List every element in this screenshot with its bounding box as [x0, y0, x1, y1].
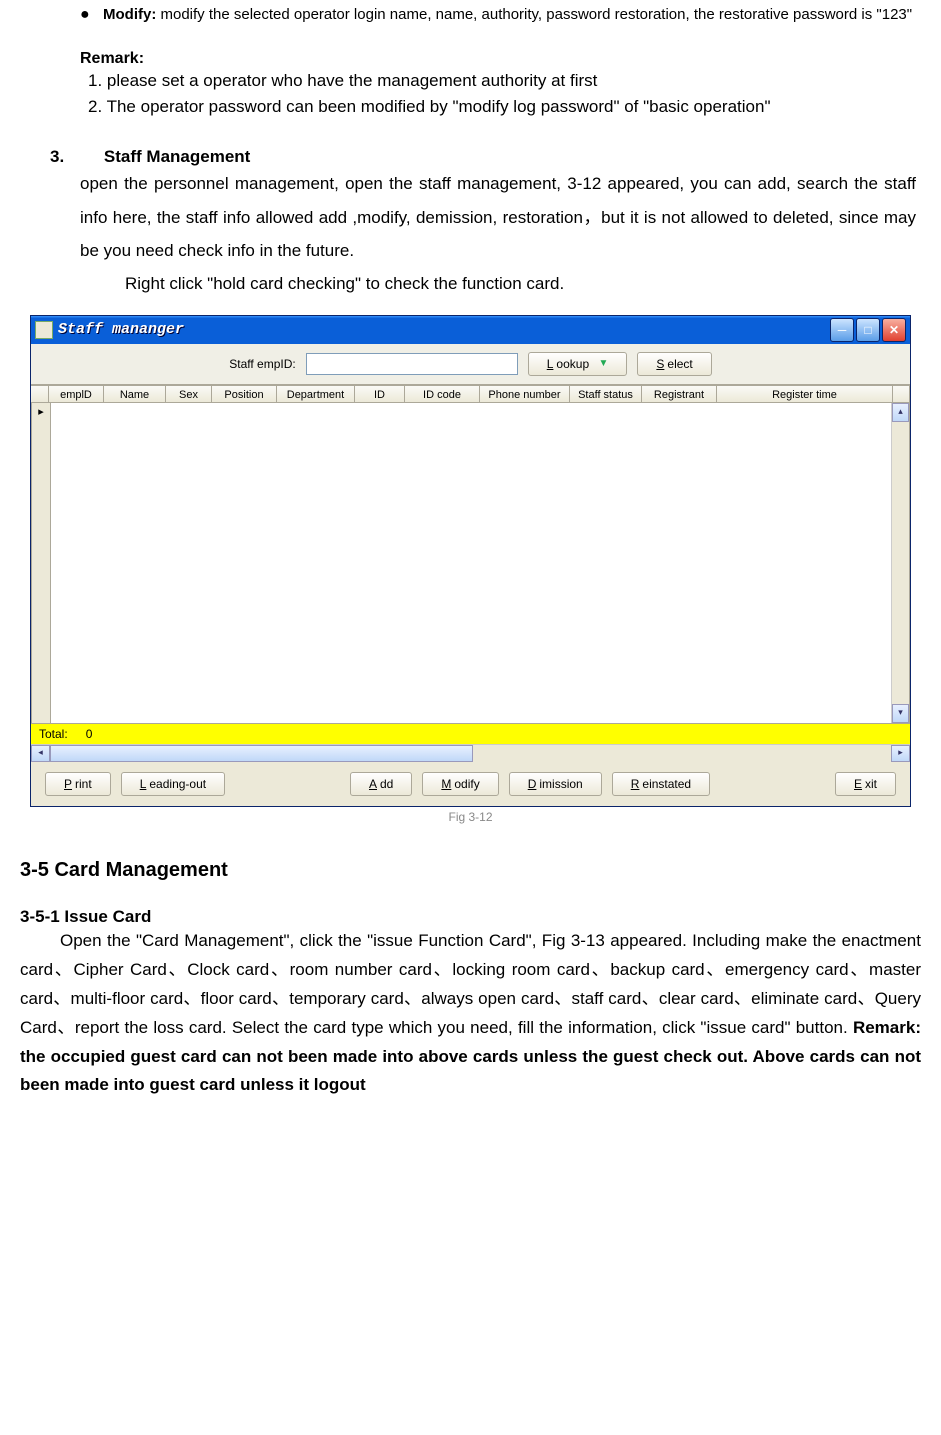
modify-line: ● Modify: modify the selected operator l… — [80, 0, 916, 30]
titlebar[interactable]: Staff mananger ─ □ ✕ — [31, 316, 910, 344]
print-button[interactable]: Print — [45, 772, 111, 796]
col-phone[interactable]: Phone number — [480, 386, 570, 402]
reinstated-button[interactable]: Reinstated — [612, 772, 710, 796]
col-position[interactable]: Position — [212, 386, 277, 402]
chevron-down-icon: ▼ — [598, 358, 608, 369]
grid-body[interactable]: ▸ ▴ ▾ — [31, 403, 910, 723]
col-idcode[interactable]: ID code — [405, 386, 480, 402]
section-3-para: open the personnel management, open the … — [80, 167, 916, 266]
close-button[interactable]: ✕ — [882, 318, 906, 342]
col-name[interactable]: Name — [104, 386, 166, 402]
modify-button[interactable]: Modify — [422, 772, 498, 796]
remark-1: 1. please set a operator who have the ma… — [88, 68, 916, 94]
section-number: 3. — [50, 147, 64, 166]
remark-heading: Remark: — [80, 50, 916, 68]
empid-input[interactable] — [306, 353, 518, 375]
col-sex[interactable]: Sex — [166, 386, 212, 402]
row-marker: ▸ — [32, 403, 51, 723]
remark-2: 2. The operator password can been modifi… — [88, 94, 916, 120]
totals-row: Total: 0 — [31, 723, 910, 744]
col-department[interactable]: Department — [277, 386, 355, 402]
window-title: Staff mananger — [58, 321, 830, 338]
bullet-icon: ● — [80, 6, 103, 23]
section-3-rightclick: Right click "hold card checking" to chec… — [80, 267, 916, 300]
scroll-thumb[interactable] — [50, 745, 473, 762]
scroll-up-icon[interactable]: ▴ — [892, 403, 909, 422]
heading-3-5: 3-5 Card Management — [20, 859, 926, 882]
search-toolbar: Staff empID: Lookup ▼ Select — [31, 344, 910, 385]
empid-label: Staff empID: — [229, 357, 295, 371]
issue-card-para: Open the "Card Management", click the "i… — [20, 927, 921, 1100]
section-3-heading: 3. Staff Management — [50, 147, 916, 167]
lookup-button[interactable]: Lookup ▼ — [528, 352, 628, 376]
total-count: 0 — [76, 727, 103, 741]
add-button[interactable]: Add — [350, 772, 412, 796]
issue-card-text: Open the "Card Management", click the "i… — [20, 931, 921, 1037]
col-regtime[interactable]: Register time — [717, 386, 893, 402]
leading-out-button[interactable]: Leading-out — [121, 772, 225, 796]
row-selector-header — [31, 386, 49, 402]
minimize-button[interactable]: ─ — [830, 318, 854, 342]
vertical-scrollbar[interactable]: ▴ ▾ — [891, 403, 909, 723]
horizontal-scrollbar[interactable]: ◂ ▸ — [31, 744, 910, 762]
col-registrant[interactable]: Registrant — [642, 386, 717, 402]
window-icon — [35, 321, 53, 339]
exit-button[interactable]: Exit — [835, 772, 896, 796]
col-status[interactable]: Staff status — [570, 386, 642, 402]
bottom-button-bar: Print Leading-out Add Modify Dimission R… — [31, 762, 910, 806]
total-label: Total: — [31, 727, 76, 741]
scroll-down-icon[interactable]: ▾ — [892, 704, 909, 723]
staff-manager-window: Staff mananger ─ □ ✕ Staff empID: Lookup… — [30, 315, 911, 807]
dimission-button[interactable]: Dimission — [509, 772, 602, 796]
grid-header: emplD Name Sex Position Department ID ID… — [31, 385, 910, 403]
heading-3-5-1: 3-5-1 Issue Card — [20, 907, 926, 927]
scroll-left-icon[interactable]: ◂ — [31, 745, 50, 762]
maximize-button[interactable]: □ — [856, 318, 880, 342]
scroll-right-icon[interactable]: ▸ — [891, 745, 910, 762]
select-button[interactable]: Select — [637, 352, 711, 376]
figure-caption: Fig 3-12 — [30, 810, 911, 824]
col-id[interactable]: ID — [355, 386, 405, 402]
modify-label: Modify: — [103, 6, 156, 23]
scroll-corner — [893, 386, 910, 402]
col-emplid[interactable]: emplD — [49, 386, 104, 402]
modify-text: modify the selected operator login name,… — [156, 6, 912, 23]
section-title: Staff Management — [104, 147, 250, 166]
